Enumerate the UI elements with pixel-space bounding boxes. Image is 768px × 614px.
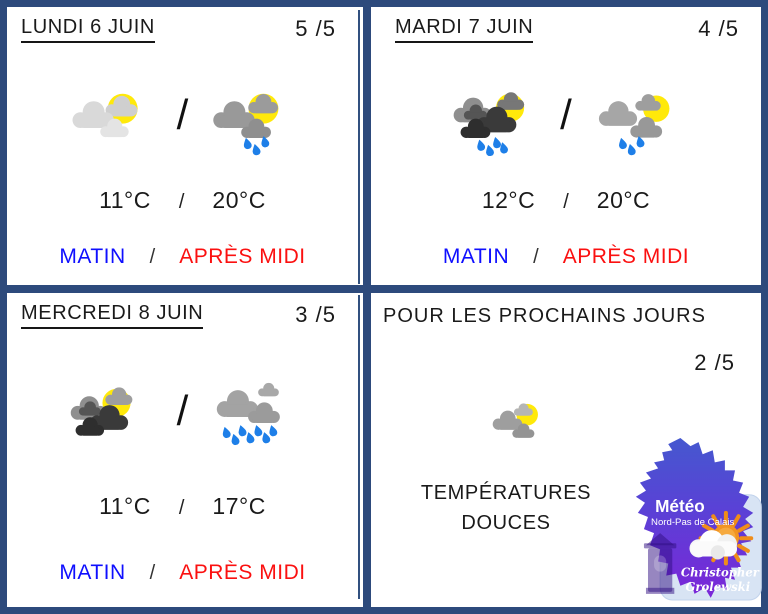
horizontal-divider bbox=[0, 285, 768, 293]
logo-subtitle: Nord-Pas de Calais bbox=[651, 517, 735, 528]
outlook-score: 2 /5 bbox=[694, 350, 735, 375]
morning-temp: 12°C bbox=[481, 187, 536, 213]
label-separator: / bbox=[149, 562, 156, 584]
outlook-text-line1: TEMPÉRATURES bbox=[420, 482, 592, 504]
day-title: LUNDI 6 JUIN bbox=[21, 16, 155, 43]
panel-border-line bbox=[358, 10, 360, 284]
afternoon-temp: 20°C bbox=[212, 187, 266, 213]
meteo-logo: Météo Nord-Pas de Calais Christopher Gro… bbox=[635, 438, 762, 601]
temp-separator: / bbox=[178, 497, 185, 519]
temp-separator: / bbox=[563, 191, 569, 213]
label-separator: / bbox=[149, 246, 156, 268]
morning-label: MATIN bbox=[442, 245, 510, 268]
outlook-title: POUR LES PROCHAINS JOURS bbox=[383, 305, 706, 327]
logo-signature-line2: Grolewski bbox=[685, 580, 750, 594]
panel-outlook: POUR LES PROCHAINS JOURS 2 /5 TEMPÉRATUR… bbox=[371, 293, 762, 601]
temp-separator: / bbox=[178, 191, 185, 213]
logo-cloud-icon bbox=[689, 530, 738, 560]
vertical-divider bbox=[363, 0, 371, 614]
outlook-text: TEMPÉRATURES DOUCES bbox=[421, 478, 591, 538]
panel-border-line bbox=[358, 295, 360, 599]
day-score: 4 /5 bbox=[698, 16, 739, 41]
slash-separator: / bbox=[176, 91, 189, 138]
panel-lundi: LUNDI 6 JUIN 5 /5 / 11°C / 20°C bbox=[7, 7, 358, 285]
outlook-weather-icon bbox=[484, 396, 556, 452]
day-title: MARDI 7 JUIN bbox=[395, 16, 534, 43]
morning-label: MATIN bbox=[59, 245, 126, 268]
logo-title: Météo bbox=[655, 496, 705, 516]
morning-weather-icon bbox=[452, 86, 540, 156]
logo-signature-line1: Christopher bbox=[681, 566, 760, 580]
label-separator: / bbox=[533, 246, 539, 268]
day-score: 5 /5 bbox=[295, 16, 336, 41]
morning-weather-icon bbox=[69, 86, 157, 156]
morning-temp: 11°C bbox=[99, 187, 151, 213]
slash-separator: / bbox=[560, 91, 572, 138]
afternoon-label: APRÈS MIDI bbox=[179, 561, 306, 584]
day-score: 3 /5 bbox=[295, 302, 336, 327]
afternoon-temp: 20°C bbox=[596, 187, 651, 213]
afternoon-weather-icon bbox=[592, 86, 680, 156]
day-title: MERCREDI 8 JUIN bbox=[21, 302, 204, 329]
afternoon-weather-icon bbox=[208, 382, 296, 452]
logo-belfry-icon bbox=[643, 533, 677, 594]
afternoon-temp: 17°C bbox=[212, 493, 266, 519]
afternoon-weather-icon bbox=[208, 86, 296, 156]
afternoon-label: APRÈS MIDI bbox=[562, 245, 690, 268]
morning-weather-icon bbox=[69, 382, 157, 452]
morning-label: MATIN bbox=[59, 561, 126, 584]
outlook-text-line2: DOUCES bbox=[461, 512, 551, 534]
slash-separator: / bbox=[176, 387, 189, 434]
panel-mercredi: MERCREDI 8 JUIN 3 /5 / bbox=[7, 293, 358, 601]
panel-mardi: MARDI 7 JUIN 4 /5 / bbox=[371, 7, 761, 285]
morning-temp: 11°C bbox=[99, 493, 151, 519]
afternoon-label: APRÈS MIDI bbox=[179, 245, 306, 268]
